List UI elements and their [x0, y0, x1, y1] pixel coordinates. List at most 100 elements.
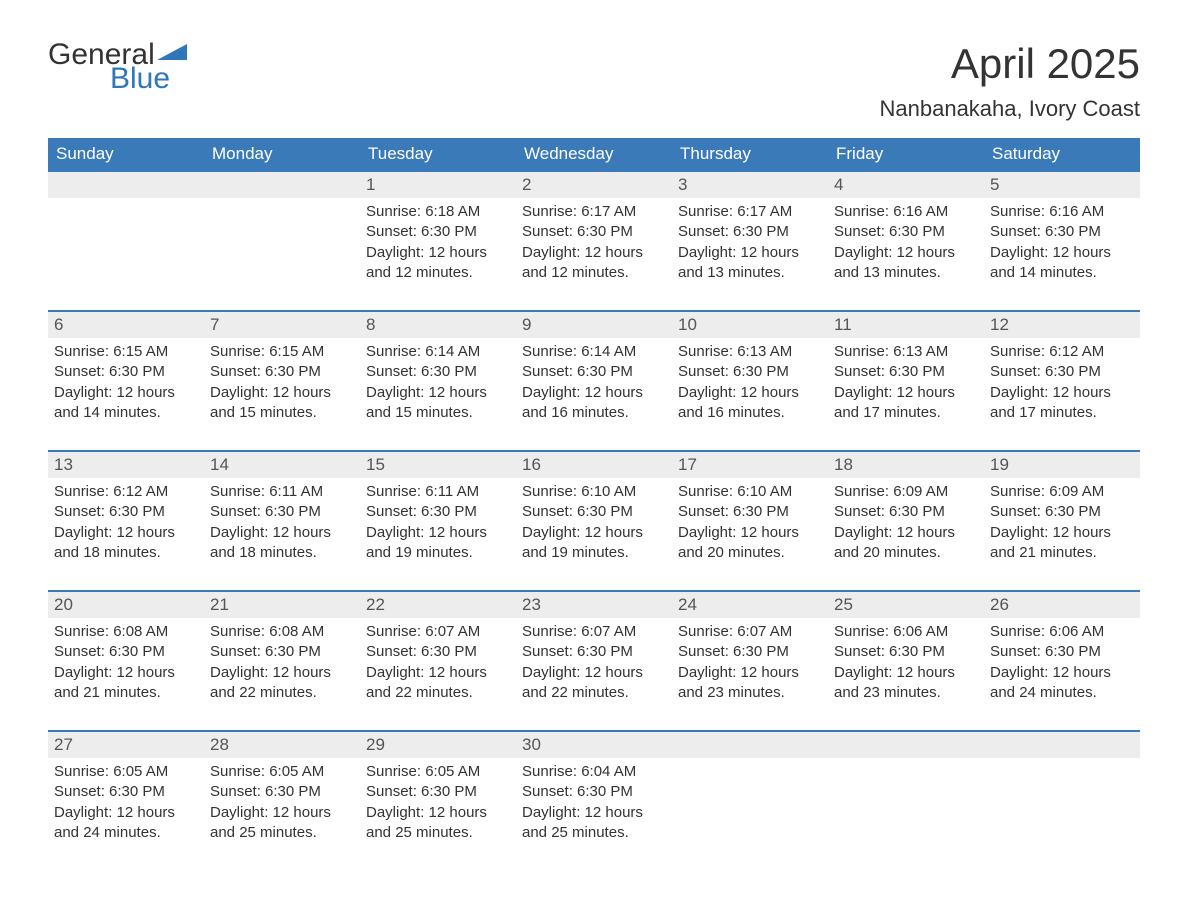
daylight-text-2: and 24 minutes. — [54, 823, 198, 843]
sunrise-text: Sunrise: 6:13 AM — [678, 342, 822, 362]
day-body: Sunrise: 6:05 AMSunset: 6:30 PMDaylight:… — [204, 758, 360, 851]
daylight-text-1: Daylight: 12 hours — [54, 383, 198, 403]
day-body: Sunrise: 6:16 AMSunset: 6:30 PMDaylight:… — [828, 198, 984, 291]
daylight-text-1: Daylight: 12 hours — [54, 803, 198, 823]
day-body: Sunrise: 6:04 AMSunset: 6:30 PMDaylight:… — [516, 758, 672, 851]
day-number: 10 — [672, 310, 828, 338]
sunset-text: Sunset: 6:30 PM — [522, 502, 666, 522]
calendar-day-cell: 1 Sunrise: 6:18 AMSunset: 6:30 PMDaylight… — [360, 170, 516, 310]
sunrise-text: Sunrise: 6:18 AM — [366, 202, 510, 222]
day-body: Sunrise: 6:11 AMSunset: 6:30 PMDaylight:… — [204, 478, 360, 571]
flag-icon — [157, 44, 187, 64]
sunset-text: Sunset: 6:30 PM — [522, 362, 666, 382]
daylight-text-2: and 15 minutes. — [366, 403, 510, 423]
day-number: 1 — [360, 170, 516, 198]
daylight-text-1: Daylight: 12 hours — [990, 523, 1134, 543]
sunrise-text: Sunrise: 6:11 AM — [210, 482, 354, 502]
daylight-text-1: Daylight: 12 hours — [366, 243, 510, 263]
sunset-text: Sunset: 6:30 PM — [990, 222, 1134, 242]
daylight-text-2: and 21 minutes. — [54, 683, 198, 703]
daylight-text-2: and 13 minutes. — [678, 263, 822, 283]
daylight-text-1: Daylight: 12 hours — [366, 383, 510, 403]
calendar-day-cell: 19Sunrise: 6:09 AMSunset: 6:30 PMDayligh… — [984, 450, 1140, 590]
day-number: 29 — [360, 730, 516, 758]
sunset-text: Sunset: 6:30 PM — [678, 642, 822, 662]
daylight-text-2: and 13 minutes. — [834, 263, 978, 283]
calendar-day-cell: 25Sunrise: 6:06 AMSunset: 6:30 PMDayligh… — [828, 590, 984, 730]
daylight-text-1: Daylight: 12 hours — [834, 523, 978, 543]
calendar-day-cell: 5Sunrise: 6:16 AMSunset: 6:30 PMDaylight… — [984, 170, 1140, 310]
sunset-text: Sunset: 6:30 PM — [210, 642, 354, 662]
day-body: Sunrise: 6:17 AMSunset: 6:30 PMDaylight:… — [516, 198, 672, 291]
weekday-header-row: SundayMondayTuesdayWednesdayThursdayFrid… — [48, 138, 1140, 170]
day-number — [204, 170, 360, 198]
calendar-day-cell: 11Sunrise: 6:13 AMSunset: 6:30 PMDayligh… — [828, 310, 984, 450]
daylight-text-1: Daylight: 12 hours — [210, 523, 354, 543]
daylight-text-1: Daylight: 12 hours — [678, 523, 822, 543]
daylight-text-2: and 17 minutes. — [990, 403, 1134, 423]
sunrise-text: Sunrise: 6:06 AM — [990, 622, 1134, 642]
daylight-text-2: and 22 minutes. — [522, 683, 666, 703]
day-body: Sunrise: 6:08 AMSunset: 6:30 PMDaylight:… — [204, 618, 360, 711]
daylight-text-1: Daylight: 12 hours — [210, 383, 354, 403]
sunrise-text: Sunrise: 6:05 AM — [366, 762, 510, 782]
daylight-text-1: Daylight: 12 hours — [522, 803, 666, 823]
calendar-day-cell: 12Sunrise: 6:12 AMSunset: 6:30 PMDayligh… — [984, 310, 1140, 450]
day-number: 25 — [828, 590, 984, 618]
sunrise-text: Sunrise: 6:08 AM — [54, 622, 198, 642]
calendar-day-cell: 20Sunrise: 6:08 AMSunset: 6:30 PMDayligh… — [48, 590, 204, 730]
sunrise-text: Sunrise: 6:07 AM — [366, 622, 510, 642]
calendar-day-cell: 22Sunrise: 6:07 AMSunset: 6:30 PMDayligh… — [360, 590, 516, 730]
day-body: Sunrise: 6:16 AMSunset: 6:30 PMDaylight:… — [984, 198, 1140, 291]
day-number: 16 — [516, 450, 672, 478]
day-body: Sunrise: 6:14 AMSunset: 6:30 PMDaylight:… — [360, 338, 516, 431]
daylight-text-2: and 20 minutes. — [834, 543, 978, 563]
sunset-text: Sunset: 6:30 PM — [210, 782, 354, 802]
sunrise-text: Sunrise: 6:12 AM — [54, 482, 198, 502]
calendar-day-cell — [828, 730, 984, 870]
day-number: 30 — [516, 730, 672, 758]
day-number — [984, 730, 1140, 758]
daylight-text-2: and 18 minutes. — [54, 543, 198, 563]
sunset-text: Sunset: 6:30 PM — [366, 782, 510, 802]
day-number: 6 — [48, 310, 204, 338]
daylight-text-2: and 15 minutes. — [210, 403, 354, 423]
daylight-text-2: and 14 minutes. — [990, 263, 1134, 283]
day-body: Sunrise: 6:11 AMSunset: 6:30 PMDaylight:… — [360, 478, 516, 571]
calendar-week-row: 1Sunrise: 6:18 AMSunset: 6:30 PMDaylight… — [48, 170, 1140, 310]
sunset-text: Sunset: 6:30 PM — [54, 642, 198, 662]
day-number: 23 — [516, 590, 672, 618]
logo-text-blue: Blue — [110, 64, 187, 94]
sunrise-text: Sunrise: 6:10 AM — [522, 482, 666, 502]
calendar-day-cell: 17Sunrise: 6:10 AMSunset: 6:30 PMDayligh… — [672, 450, 828, 590]
sunset-text: Sunset: 6:30 PM — [834, 642, 978, 662]
daylight-text-1: Daylight: 12 hours — [834, 663, 978, 683]
calendar-day-cell: 28Sunrise: 6:05 AMSunset: 6:30 PMDayligh… — [204, 730, 360, 870]
daylight-text-1: Daylight: 12 hours — [678, 243, 822, 263]
sunrise-text: Sunrise: 6:14 AM — [522, 342, 666, 362]
sunrise-text: Sunrise: 6:17 AM — [678, 202, 822, 222]
day-number: 8 — [360, 310, 516, 338]
daylight-text-1: Daylight: 12 hours — [834, 383, 978, 403]
day-number — [48, 170, 204, 198]
daylight-text-1: Daylight: 12 hours — [366, 803, 510, 823]
day-body: Sunrise: 6:07 AMSunset: 6:30 PMDaylight:… — [672, 618, 828, 711]
day-number: 5 — [984, 170, 1140, 198]
daylight-text-1: Daylight: 12 hours — [366, 523, 510, 543]
sunrise-text: Sunrise: 6:11 AM — [366, 482, 510, 502]
day-body: Sunrise: 6:15 AMSunset: 6:30 PMDaylight:… — [48, 338, 204, 431]
sunset-text: Sunset: 6:30 PM — [678, 222, 822, 242]
calendar-day-cell: 27Sunrise: 6:05 AMSunset: 6:30 PMDayligh… — [48, 730, 204, 870]
daylight-text-1: Daylight: 12 hours — [990, 663, 1134, 683]
sunset-text: Sunset: 6:30 PM — [366, 222, 510, 242]
daylight-text-1: Daylight: 12 hours — [990, 243, 1134, 263]
logo: General Blue — [48, 40, 187, 94]
daylight-text-1: Daylight: 12 hours — [678, 383, 822, 403]
day-number: 19 — [984, 450, 1140, 478]
sunset-text: Sunset: 6:30 PM — [834, 362, 978, 382]
weekday-header: Saturday — [984, 138, 1140, 170]
day-number: 7 — [204, 310, 360, 338]
day-body: Sunrise: 6:06 AMSunset: 6:30 PMDaylight:… — [984, 618, 1140, 711]
calendar-day-cell: 21Sunrise: 6:08 AMSunset: 6:30 PMDayligh… — [204, 590, 360, 730]
daylight-text-2: and 22 minutes. — [210, 683, 354, 703]
